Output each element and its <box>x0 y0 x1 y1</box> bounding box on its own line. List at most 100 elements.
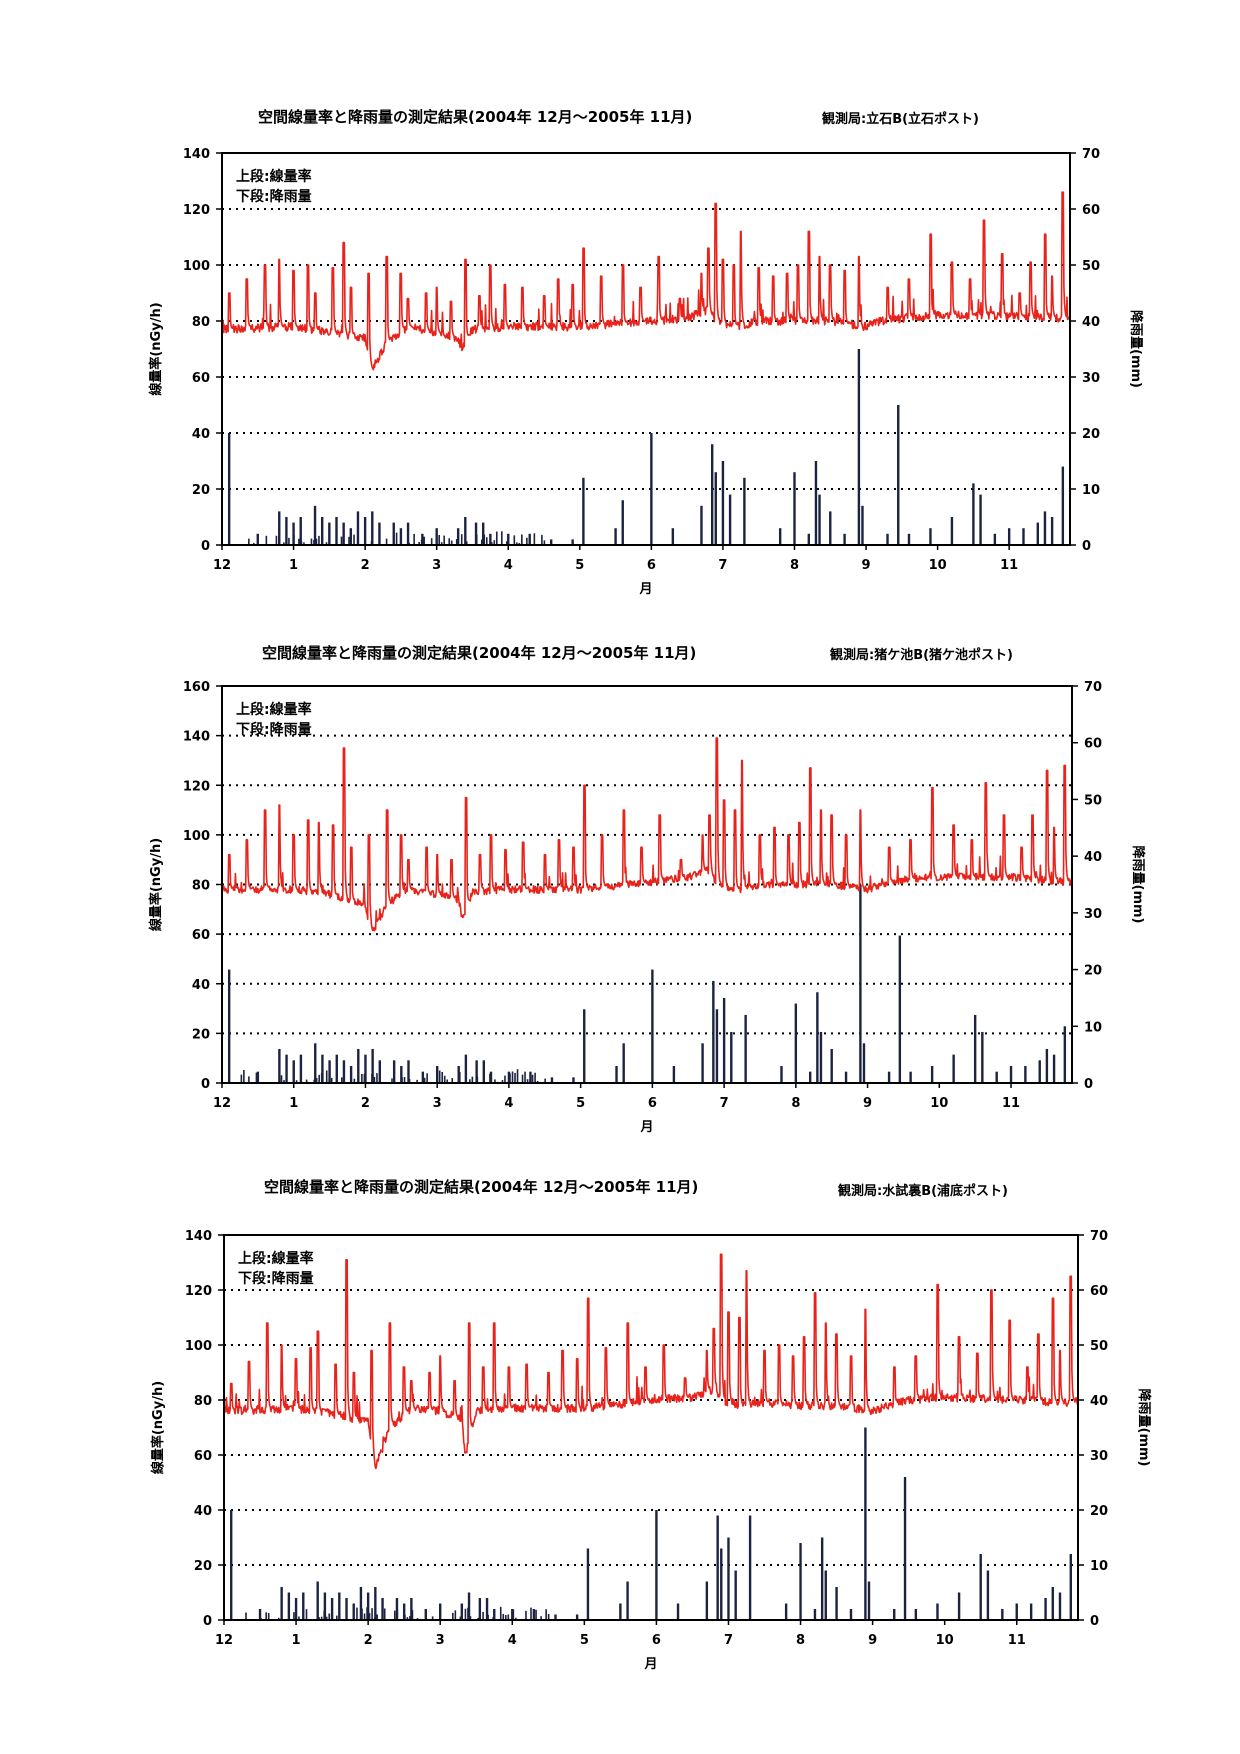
rain-bar-2-52 <box>909 1071 912 1083</box>
rain-bar-2-18 <box>407 1060 410 1083</box>
rain-drizzle-3 <box>376 1614 378 1620</box>
rain-bar-3-11 <box>352 1603 355 1620</box>
rain-drizzle-2 <box>524 1071 526 1083</box>
rain-drizzle-2 <box>536 1080 539 1083</box>
rain-bar-2-0 <box>227 969 231 1083</box>
rain-drizzle-2 <box>416 1079 418 1083</box>
rain-bar-2-3 <box>285 1054 288 1083</box>
rain-drizzle-3 <box>368 1613 371 1620</box>
y-left-tick-3-0: 0 <box>203 1614 212 1629</box>
x-tick-3-8: 8 <box>796 1633 805 1648</box>
y-right-tick-2-2: 20 <box>1084 964 1102 979</box>
rain-bar-3-23 <box>478 1598 482 1620</box>
rain-bar-3-12 <box>359 1587 363 1620</box>
rain-drizzle-2 <box>371 1073 373 1083</box>
rain-drizzle-1 <box>315 538 318 545</box>
rain-bar-2-31 <box>615 1065 618 1083</box>
rain-bar-2-34 <box>672 1065 676 1083</box>
rain-bar-3-10 <box>345 1598 348 1620</box>
rain-drizzle-1 <box>460 534 463 545</box>
rain-drizzle-1 <box>310 538 313 545</box>
rain-drizzle-3 <box>499 1606 502 1620</box>
rain-drizzle-1 <box>543 540 546 545</box>
rain-bar-3-59 <box>1029 1603 1033 1620</box>
rain-drizzle-3 <box>469 1616 472 1620</box>
rain-bar-3-9 <box>338 1592 341 1620</box>
rain-bar-1-13 <box>363 517 367 545</box>
rain-bar-2-2 <box>278 1048 281 1083</box>
rain-drizzle-2 <box>511 1071 514 1083</box>
rain-bar-3-51 <box>903 1477 907 1620</box>
rain-drizzle-1 <box>248 538 250 545</box>
rain-drizzle-3 <box>492 1617 494 1620</box>
rain-drizzle-2 <box>501 1080 504 1083</box>
rain-bar-2-33 <box>651 969 654 1083</box>
rain-bar-2-16 <box>392 1060 396 1083</box>
rain-bar-2-41 <box>780 1065 783 1083</box>
rain-bar-1-16 <box>392 522 395 545</box>
rain-drizzle-3 <box>265 1612 267 1620</box>
station-label-1: 観測局:立石B(立石ポスト) <box>822 112 979 127</box>
rain-drizzle-2 <box>529 1079 531 1083</box>
rain-bar-1-36 <box>710 444 714 545</box>
y-left-tick-1-5: 100 <box>183 259 210 274</box>
y-left-tick-3-1: 20 <box>194 1559 212 1574</box>
rain-bar-1-40 <box>743 477 746 545</box>
rain-bar-2-11 <box>349 1065 353 1083</box>
x-axis-label-1: 月 <box>638 582 652 597</box>
legend-rain-3: 下段:降雨量 <box>238 1270 314 1287</box>
rain-drizzle-3 <box>535 1609 537 1620</box>
x-tick-2-4: 4 <box>504 1096 513 1111</box>
rain-drizzle-3 <box>547 1613 550 1620</box>
y-right-tick-3-3: 30 <box>1090 1449 1108 1464</box>
y-right-tick-2-0: 0 <box>1084 1077 1093 1092</box>
y-right-tick-2-6: 60 <box>1084 737 1102 752</box>
rain-drizzle-3 <box>363 1613 366 1620</box>
rain-drizzle-3 <box>394 1610 396 1620</box>
rain-bar-1-1 <box>256 533 259 545</box>
y-left-tick-1-3: 60 <box>192 371 210 386</box>
rain-bar-1-37 <box>714 472 717 545</box>
rain-drizzle-1 <box>300 541 303 545</box>
rain-bar-2-1 <box>256 1071 260 1083</box>
rain-drizzle-3 <box>323 1610 325 1620</box>
y-left-tick-2-7: 140 <box>183 730 210 745</box>
rain-drizzle-3 <box>328 1613 331 1620</box>
y-right-tick-1-6: 60 <box>1082 203 1100 218</box>
rain-bar-3-1 <box>258 1609 262 1620</box>
rain-drizzle-2 <box>363 1073 366 1083</box>
rain-drizzle-1 <box>485 537 488 545</box>
rain-drizzle-1 <box>293 534 295 545</box>
rain-bar-3-17 <box>402 1603 406 1620</box>
y-left-tick-3-6: 120 <box>185 1284 212 1299</box>
rain-bar-2-38 <box>722 997 726 1083</box>
x-axis-label-2: 月 <box>639 1120 653 1135</box>
y-left-tick-1-6: 120 <box>183 203 210 218</box>
rain-bar-2-61 <box>1045 1048 1049 1083</box>
rain-drizzle-2 <box>514 1072 516 1083</box>
rain-bar-1-31 <box>614 528 617 545</box>
rain-bar-1-18 <box>406 522 410 545</box>
rain-bar-2-8 <box>328 1060 331 1083</box>
rain-drizzle-3 <box>373 1617 376 1620</box>
rain-drizzle-1 <box>418 541 420 545</box>
rain-drizzle-3 <box>325 1616 328 1620</box>
rain-drizzle-1 <box>275 535 278 545</box>
y-left-label-group-3: 線量率(nGy/h) <box>150 1381 166 1474</box>
rain-drizzle-3 <box>464 1608 467 1620</box>
rain-bar-2-21 <box>457 1065 460 1083</box>
y-left-axis-label-1: 線量率(nGy/h) <box>148 302 164 395</box>
rain-bar-2-5 <box>299 1054 303 1083</box>
rain-drizzle-3 <box>454 1610 457 1620</box>
legend-dose-2: 上段:線量率 <box>236 701 312 718</box>
rain-drizzle-1 <box>501 531 503 545</box>
x-tick-3-2: 2 <box>364 1633 373 1648</box>
rain-drizzle-2 <box>438 1070 441 1083</box>
y-left-tick-2-2: 40 <box>192 978 210 993</box>
rain-drizzle-3 <box>305 1609 308 1620</box>
rain-bar-2-15 <box>378 1060 382 1083</box>
x-tick-3-5: 5 <box>580 1633 589 1648</box>
rain-bar-1-51 <box>897 405 900 545</box>
rain-bar-1-20 <box>435 528 438 545</box>
y-right-tick-3-0: 0 <box>1090 1614 1099 1629</box>
